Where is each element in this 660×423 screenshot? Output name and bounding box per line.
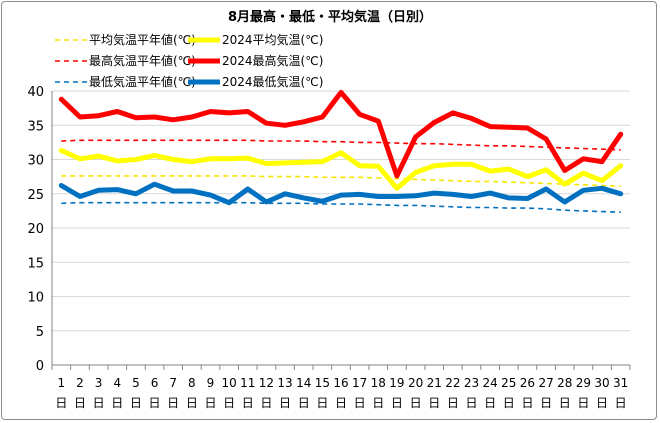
x-tick-label: 3 (95, 376, 103, 390)
x-tick-unit: 日 (111, 396, 123, 410)
x-tick-unit: 日 (223, 396, 235, 410)
x-tick-unit: 日 (242, 396, 254, 410)
x-tick-label: 23 (464, 376, 479, 390)
y-tick-label: 40 (27, 85, 44, 100)
x-tick-label: 9 (207, 376, 215, 390)
x-tick-label: 18 (371, 376, 386, 390)
x-tick-label: 29 (576, 376, 591, 390)
x-tick-label: 12 (259, 376, 274, 390)
x-tick-label: 14 (296, 376, 311, 390)
x-tick-label: 22 (445, 376, 460, 390)
y-tick-label: 25 (27, 188, 44, 203)
y-tick-label: 0 (36, 359, 44, 374)
x-tick-unit: 日 (428, 396, 440, 410)
x-tick-unit: 日 (74, 396, 86, 410)
y-axis-tick-labels: 0 5 10 15 20 25 30 35 40 (27, 85, 44, 374)
chart-title: 8月最高・最低・平均気温（日別） (228, 9, 432, 25)
x-tick-label: 1 (58, 376, 66, 390)
series-line-0 (61, 175, 621, 187)
legend-label-0: 平均気温平年値(℃) (89, 32, 196, 47)
legend-label-3: 2024最高気温(℃) (222, 53, 323, 68)
x-tick-label: 5 (132, 376, 140, 390)
series-line-2 (61, 139, 621, 151)
x-tick-unit: 日 (410, 396, 422, 410)
x-tick-label: 21 (427, 376, 442, 390)
x-tick-label: 24 (483, 376, 498, 390)
series-line-3 (58, 89, 624, 179)
legend-label-5: 2024最低気温(℃) (222, 74, 323, 89)
x-tick-label: 25 (501, 376, 516, 390)
x-tick-label: 20 (408, 376, 423, 390)
x-tick-unit: 日 (484, 396, 496, 410)
x-axis-tick-labels: 1日2日3日4日5日6日7日8日9日10日11日12日13日14日15日16日1… (55, 376, 628, 410)
y-tick-label: 5 (36, 325, 44, 340)
x-tick-unit: 日 (316, 396, 328, 410)
x-tick-label: 15 (315, 376, 330, 390)
x-tick-unit: 日 (540, 396, 552, 410)
legend-label-1: 2024平均気温(℃) (222, 32, 323, 47)
x-tick-unit: 日 (503, 396, 515, 410)
y-tick-label: 15 (27, 256, 44, 271)
x-tick-unit: 日 (559, 396, 571, 410)
chart-series (58, 89, 624, 213)
x-tick-unit: 日 (596, 396, 608, 410)
series-line-5 (58, 181, 624, 206)
x-tick-unit: 日 (186, 396, 198, 410)
legend-label-4: 最低気温平年値(℃) (89, 74, 196, 89)
x-tick-label: 31 (613, 376, 628, 390)
x-tick-unit: 日 (391, 396, 403, 410)
x-tick-unit: 日 (93, 396, 105, 410)
series-line-1 (58, 148, 624, 191)
x-tick-unit: 日 (55, 396, 67, 410)
x-tick-label: 7 (169, 376, 177, 390)
x-tick-unit: 日 (335, 396, 347, 410)
x-tick-unit: 日 (447, 396, 459, 410)
y-gridlines (52, 90, 630, 366)
x-tick-unit: 日 (204, 396, 216, 410)
x-tick-unit: 日 (372, 396, 384, 410)
x-tick-unit: 日 (260, 396, 272, 410)
x-tick-label: 10 (221, 376, 236, 390)
x-tick-label: 27 (538, 376, 553, 390)
x-tick-unit: 日 (130, 396, 142, 410)
y-tick-label: 35 (27, 119, 44, 134)
y-tick-label: 30 (27, 154, 44, 169)
x-tick-unit: 日 (279, 396, 291, 410)
x-tick-label: 8 (188, 376, 196, 390)
x-tick-unit: 日 (298, 396, 310, 410)
x-tick-unit: 日 (354, 396, 366, 410)
x-tick-unit: 日 (577, 396, 589, 410)
y-tick-label: 20 (27, 222, 44, 237)
x-tick-label: 28 (557, 376, 572, 390)
x-tick-label: 19 (389, 376, 404, 390)
x-tick-unit: 日 (466, 396, 478, 410)
x-tick-label: 13 (277, 376, 292, 390)
x-tick-label: 26 (520, 376, 535, 390)
x-tick-label: 30 (594, 376, 609, 390)
x-tick-label: 6 (151, 376, 159, 390)
chart-legend: 平均気温平年値(℃) 2024平均気温(℃) 最高気温平年値(℃) 2024最高気温(… (55, 32, 323, 89)
x-tick-unit: 日 (167, 396, 179, 410)
legend-label-2: 最高気温平年値(℃) (89, 53, 196, 68)
x-tick-label: 2 (76, 376, 84, 390)
x-tick-label: 4 (113, 376, 121, 390)
x-tick-unit: 日 (149, 396, 161, 410)
series-line-4 (61, 201, 621, 213)
x-tick-label: 11 (240, 376, 255, 390)
chart-axes (51, 91, 631, 370)
y-tick-label: 10 (27, 291, 44, 306)
x-tick-unit: 日 (521, 396, 533, 410)
x-tick-label: 16 (333, 376, 348, 390)
x-tick-label: 17 (352, 376, 367, 390)
x-tick-unit: 日 (615, 396, 627, 410)
